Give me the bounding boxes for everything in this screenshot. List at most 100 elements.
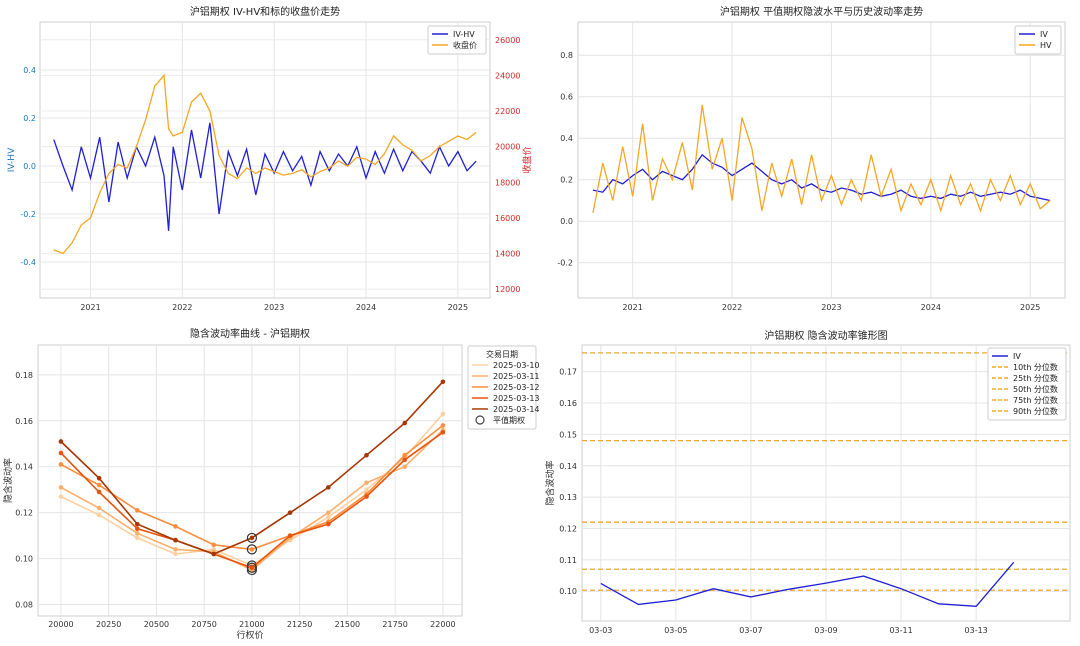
series-point [96, 482, 102, 488]
y-tick-label: 0.14 [15, 463, 33, 472]
x-tick-label: 03-03 [589, 626, 612, 635]
legend-entry: 2025-03-12 [493, 383, 540, 392]
x-tick-label: 2023 [821, 303, 841, 312]
plot-frame [39, 21, 491, 299]
series-point [249, 535, 255, 541]
y-tick-label: 0.10 [15, 555, 33, 564]
atm-marker [246, 532, 258, 544]
plot-frame [577, 21, 1066, 299]
legend-entry: 平值期权 [493, 415, 525, 425]
y2-axis-label: 收盘价 [521, 146, 533, 173]
series-point [173, 524, 178, 529]
y-tick-label: 0.15 [559, 430, 577, 439]
x-tick-label: 2021 [80, 303, 100, 312]
x-tick-label: 03-13 [965, 626, 988, 635]
y-tick-label: 0.0 [23, 162, 36, 171]
series-point [58, 494, 64, 499]
series-point [402, 457, 408, 463]
x-tick-label: 22000 [430, 620, 455, 629]
y2-tick-label: 20000 [495, 143, 520, 152]
series-point [440, 429, 446, 435]
y-tick-label: 0.18 [15, 371, 33, 380]
legend-entry: 2025-03-11 [493, 372, 540, 381]
series-line-close-price [53, 73, 477, 255]
x-tick-label: 2025 [1020, 303, 1040, 312]
x-tick-label: 2024 [921, 303, 941, 312]
series-point [326, 521, 331, 527]
legend-entry: 2025-03-14 [493, 405, 540, 414]
y-tick-label: 0.16 [559, 399, 577, 408]
y-tick-label: 0.2 [23, 114, 36, 123]
series-point [58, 485, 64, 490]
legend-box [1014, 25, 1062, 55]
legend-entry: 50th 分位数 [1013, 384, 1058, 394]
chart-iv-cone: 沪铝期权 隐含波动率锥形图 03-03 03-05 03-07 03-09 03-11 03… [544, 329, 1071, 635]
y-tick-label: 0.13 [559, 493, 577, 502]
x-tick-label: 2023 [264, 303, 284, 312]
y-tick-label: 0.4 [23, 66, 36, 75]
y-tick-label: 0.11 [559, 556, 577, 565]
legend-entry: 90th 分位数 [1013, 406, 1058, 416]
series-point [287, 510, 293, 515]
legend-entry: 75th 分位数 [1013, 395, 1058, 405]
y-tick-label: 0.2 [560, 176, 573, 185]
chart-title: 隐含波动率曲线 - 沪铝期权 [190, 327, 310, 340]
y2-tick-label: 26000 [495, 36, 520, 45]
x-tick-label: 2022 [722, 303, 742, 312]
y2-tick-label: 22000 [495, 107, 520, 116]
y2-tick-label: 18000 [495, 178, 520, 187]
chart-panel-iv-hv-price: 沪铝期权 IV-HV和标的收盘价走势 2021 2022 2023 2024 2025 -0… [0, 0, 540, 323]
series-point [440, 423, 446, 428]
legend-entry: IV-HV [453, 30, 475, 39]
chart-panel-atm-iv-hv: 沪铝期权 平值期权隐波水平与历史波动率走势 2021 2022 2023 2024 202… [540, 0, 1080, 323]
y-tick-label: -0.2 [557, 259, 573, 268]
x-axis-label: 行权价 [236, 629, 263, 641]
series-point [58, 450, 64, 456]
series-point [326, 485, 331, 490]
series-point [58, 439, 64, 444]
y-tick-label: 0.10 [559, 587, 577, 596]
x-tick-label: 2021 [622, 303, 642, 312]
series-point [211, 551, 217, 557]
x-tick-label: 21000 [239, 620, 264, 629]
legend-entry: IV [1040, 30, 1048, 39]
chart-title: 沪铝期权 隐含波动率锥形图 [764, 329, 887, 342]
legend-entry: 2025-03-13 [493, 394, 540, 403]
chart-atm-iv-hv: 沪铝期权 平值期权隐波水平与历史波动率走势 2021 2022 2023 2024 202… [557, 5, 1066, 312]
y-tick-label: 0.4 [560, 134, 573, 143]
series-point [135, 535, 140, 541]
chart-panel-iv-smile: 隐含波动率曲线 - 沪铝期权 20000 20250 20500 20750 21000 2… [0, 323, 540, 646]
series-point [173, 537, 178, 543]
y2-tick-label: 16000 [495, 214, 520, 223]
series-point [173, 547, 178, 552]
y2-tick-label: 12000 [495, 285, 520, 294]
series-point [135, 526, 140, 532]
legend-entry: 25th 分位数 [1013, 373, 1058, 383]
x-tick-label: 2022 [172, 303, 192, 312]
legend-entry: 2025-03-10 [493, 361, 540, 370]
series-point [96, 505, 102, 511]
x-tick-label: 03-11 [889, 626, 912, 635]
x-tick-label: 21500 [335, 620, 360, 629]
series-point [402, 420, 408, 426]
series-point [364, 487, 369, 492]
x-tick-label: 20250 [96, 620, 121, 629]
series-point [326, 510, 331, 515]
legend-marker [475, 415, 485, 425]
y-tick-label: 0.6 [560, 93, 573, 102]
x-tick-label: 2025 [448, 303, 468, 312]
series-point [364, 494, 369, 499]
legend-entry: 10th 分位数 [1013, 362, 1058, 372]
legend-box [987, 347, 1067, 421]
y-tick-label: 0.08 [15, 601, 33, 610]
x-tick-label: 03-05 [664, 626, 687, 635]
x-tick-label: 03-07 [739, 626, 762, 635]
chart-title: 沪铝期权 平值期权隐波水平与历史波动率走势 [720, 5, 923, 18]
y-tick-label: 0.0 [560, 217, 573, 226]
series-line-hv [592, 104, 1051, 214]
atm-marker [246, 544, 258, 555]
y-axis-label: 隐含波动率 [544, 460, 556, 505]
series-point [135, 531, 140, 536]
y-tick-label: 0.8 [560, 51, 573, 60]
series-line-iv [600, 561, 1015, 607]
